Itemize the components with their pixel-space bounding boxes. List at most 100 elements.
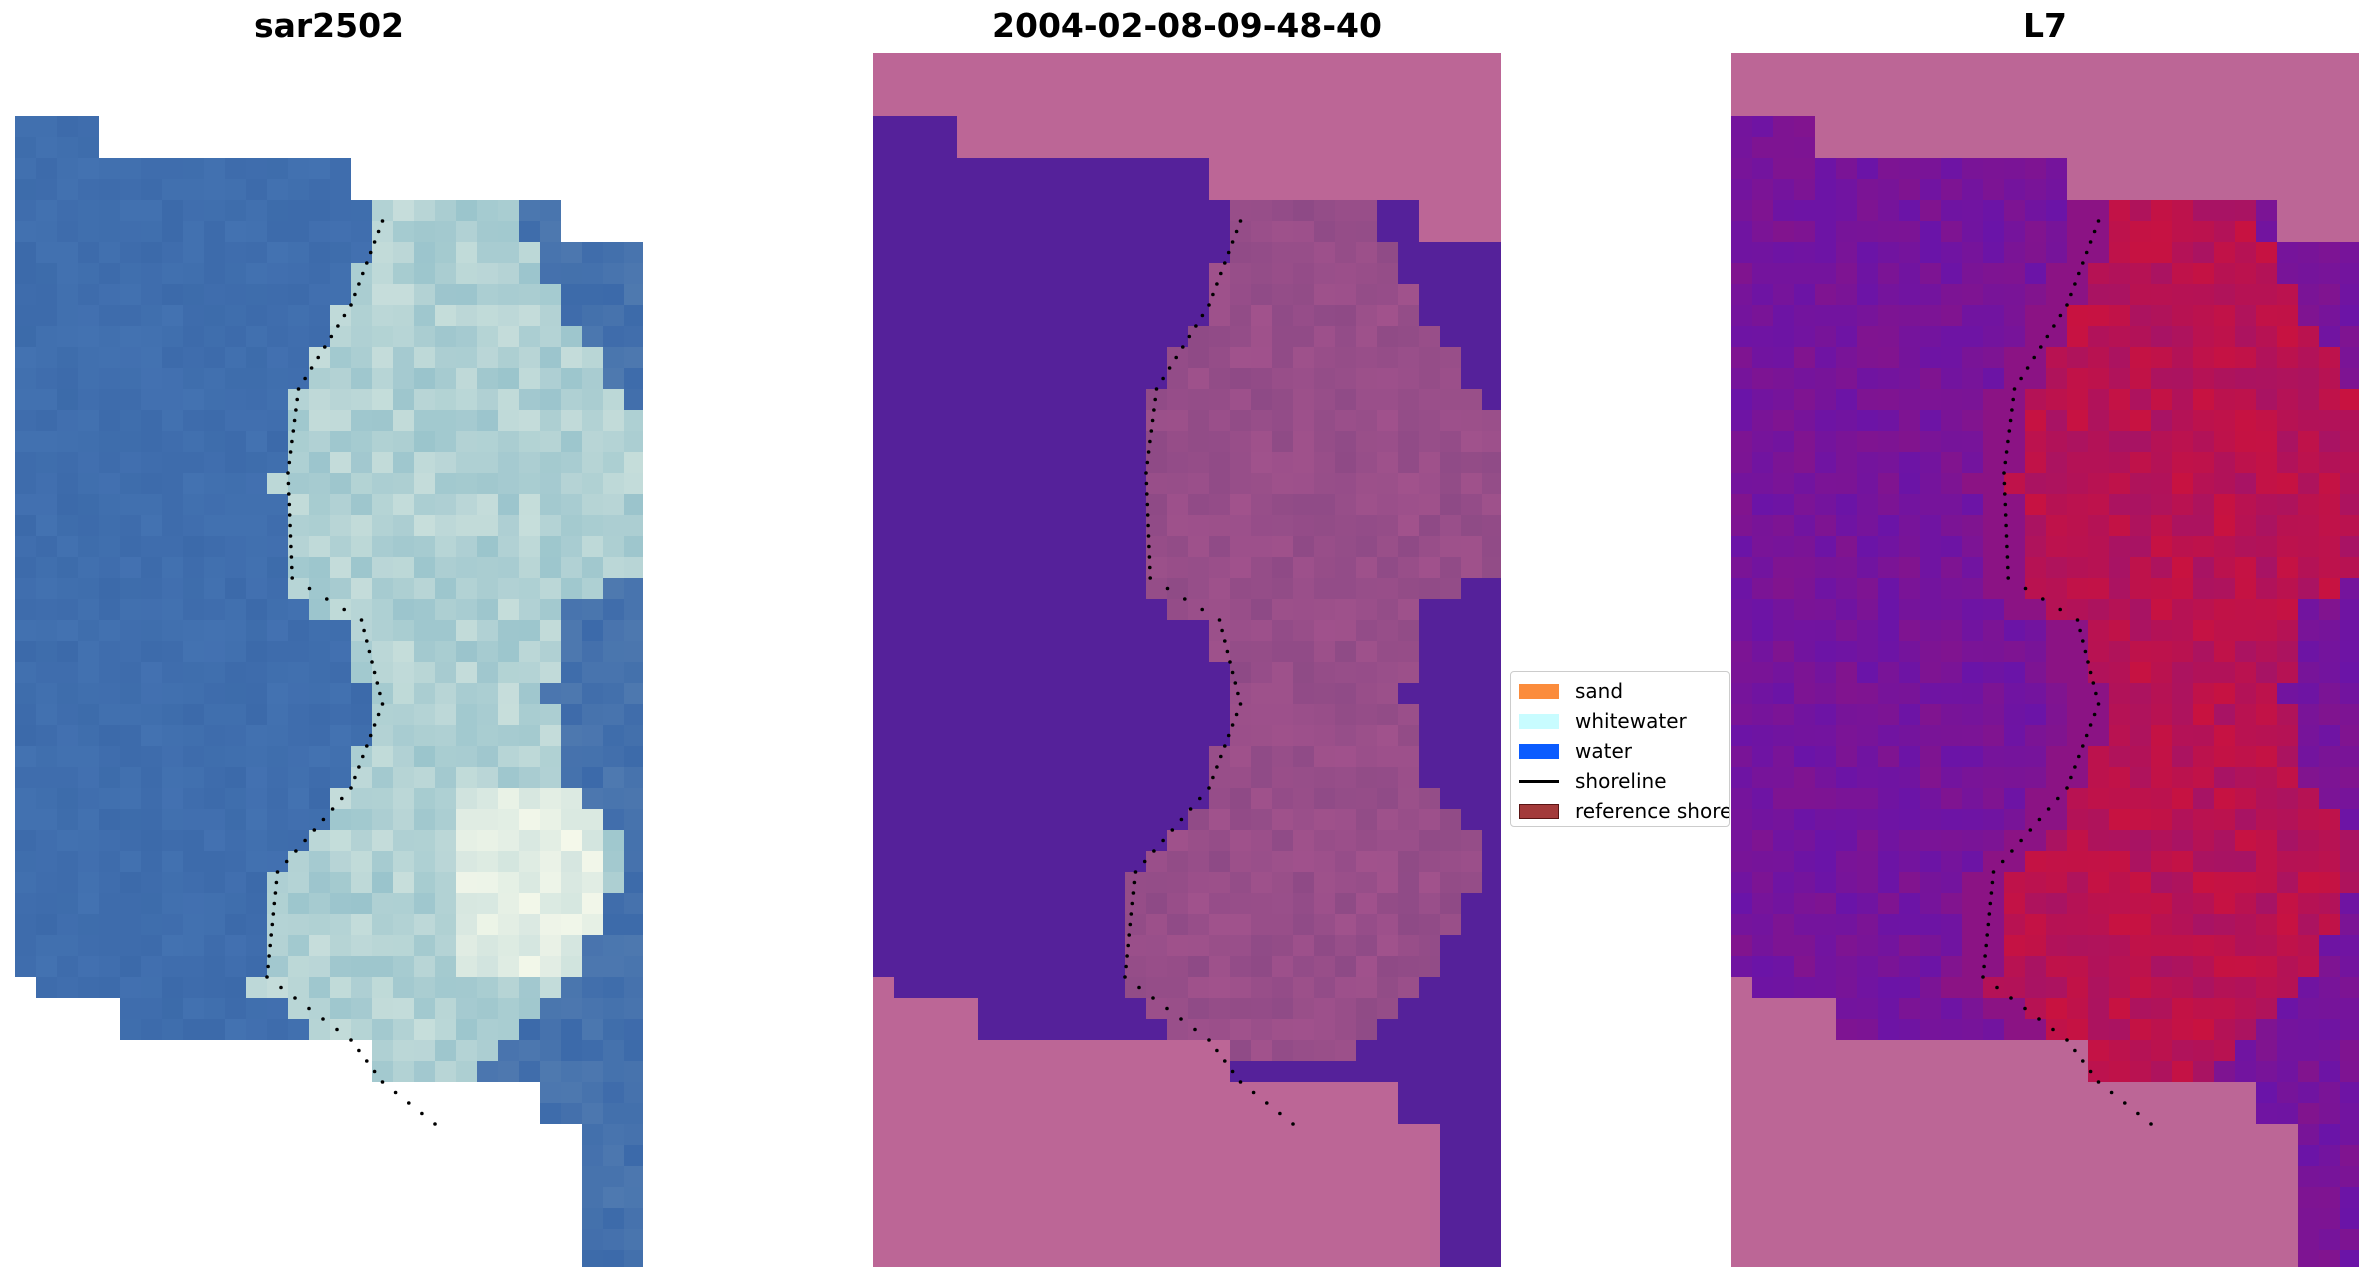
rgb-pixel [351, 557, 372, 578]
class-pixel [1440, 326, 1461, 347]
class-pixel [873, 242, 894, 263]
rgb-pixel [309, 599, 330, 620]
legend-label-whitewater: whitewater [1575, 709, 1687, 733]
index-pixel [1857, 473, 1878, 494]
index-pixel [1815, 263, 1836, 284]
shoreline-point [2002, 471, 2006, 475]
class-pixel [1062, 578, 1083, 599]
rgb-pixel [183, 179, 204, 200]
index-pixel [1857, 284, 1878, 305]
index-pixel [2172, 578, 2193, 599]
rgb-pixel [456, 473, 477, 494]
index-pixel [2340, 1103, 2359, 1124]
shoreline-point [372, 1069, 377, 1074]
index-pixel [2067, 977, 2088, 998]
index-pixel [1899, 704, 1920, 725]
index-pixel [2235, 494, 2256, 515]
rgb-pixel [456, 1019, 477, 1040]
class-pixel [1230, 473, 1251, 494]
shoreline-point [2088, 670, 2093, 675]
index-pixel [2256, 935, 2277, 956]
index-pixel [1962, 704, 1983, 725]
shoreline-point [1167, 366, 1172, 370]
index-pixel [2046, 620, 2067, 641]
class-pixel [1041, 452, 1062, 473]
index-pixel [2067, 704, 2088, 725]
class-pixel [1482, 1250, 1501, 1267]
index-pixel [1941, 557, 1962, 578]
rgb-pixel [141, 557, 162, 578]
rgb-pixel [162, 914, 183, 935]
rgb-pixel [624, 788, 643, 809]
rgb-pixel [477, 284, 498, 305]
class-pixel [1146, 221, 1167, 242]
index-pixel [2298, 347, 2319, 368]
class-pixel [1104, 725, 1125, 746]
index-pixel [1941, 242, 1962, 263]
class-pixel [1377, 893, 1398, 914]
rgb-pixel [603, 305, 624, 326]
rgb-pixel [393, 326, 414, 347]
rgb-pixel [78, 410, 99, 431]
rgb-pixel [414, 599, 435, 620]
shoreline-point [380, 702, 385, 706]
class-pixel [1461, 809, 1482, 830]
rgb-pixel [15, 620, 36, 641]
rgb-pixel [624, 977, 643, 998]
class-pixel [1398, 389, 1419, 410]
index-pixel [1941, 515, 1962, 536]
class-pixel [894, 557, 915, 578]
index-pixel [2193, 977, 2214, 998]
rgb-pixel [435, 893, 456, 914]
index-pixel [1815, 515, 1836, 536]
index-pixel [2025, 221, 2046, 242]
rgb-pixel [162, 452, 183, 473]
shoreline-point [2012, 387, 2017, 391]
class-pixel [1083, 767, 1104, 788]
rgb-pixel [519, 473, 540, 494]
rgb-pixel [582, 620, 603, 641]
class-pixel [999, 746, 1020, 767]
class-pixel [1230, 956, 1251, 977]
class-pixel [1041, 578, 1062, 599]
index-pixel [2109, 452, 2130, 473]
index-pixel [2130, 683, 2151, 704]
rgb-pixel [393, 1061, 414, 1082]
index-pixel [1899, 263, 1920, 284]
rgb-pixel [540, 410, 561, 431]
class-pixel [873, 200, 894, 221]
index-pixel [2193, 578, 2214, 599]
class-pixel [1293, 368, 1314, 389]
rgb-pixel [540, 368, 561, 389]
class-pixel [1020, 347, 1041, 368]
rgb-pixel [204, 347, 225, 368]
class-pixel [1440, 1082, 1461, 1103]
index-pixel [2277, 704, 2298, 725]
index-pixel [2151, 809, 2172, 830]
class-pixel [1482, 746, 1501, 767]
class-pixel [1356, 809, 1377, 830]
index-pixel [2088, 368, 2109, 389]
index-pixel [2277, 998, 2298, 1019]
index-pixel [2235, 746, 2256, 767]
class-pixel [1314, 536, 1335, 557]
index-pixel [1836, 305, 1857, 326]
class-pixel [1440, 557, 1461, 578]
class-pixel [915, 284, 936, 305]
rgb-pixel [162, 1019, 183, 1040]
class-pixel [957, 200, 978, 221]
rgb-pixel [519, 662, 540, 683]
shoreline-point [353, 292, 357, 297]
class-pixel [1062, 326, 1083, 347]
shoreline-point [1194, 324, 1198, 328]
class-pixel [1335, 662, 1356, 683]
index-pixel [2340, 1250, 2359, 1267]
index-pixel [1962, 305, 1983, 326]
index-pixel [1962, 809, 1983, 830]
index-pixel [2319, 515, 2340, 536]
class-pixel [957, 767, 978, 788]
index-pixel [2046, 242, 2067, 263]
class-pixel [1335, 263, 1356, 284]
index-pixel [1836, 830, 1857, 851]
index-pixel [2214, 1019, 2235, 1040]
